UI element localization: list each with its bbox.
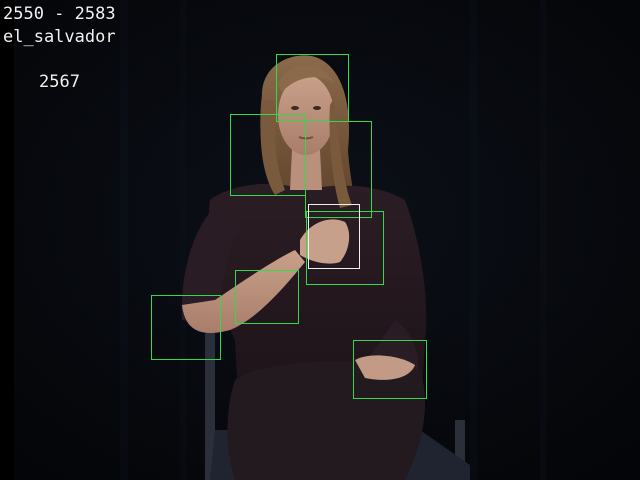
left-border [0,0,14,480]
hair-left-strand [260,100,285,195]
hair-right-strand [329,100,352,208]
current-frame-number: 2567 [39,72,80,92]
right-eye [313,106,321,110]
resting-hand [355,355,415,380]
mouth [298,136,314,140]
hair-fringe [278,65,335,92]
signing-hand [300,219,350,264]
neck [290,150,322,190]
curtain [120,0,546,480]
sign-gloss-label: el_salvador [3,27,116,47]
left-eye [291,106,299,110]
legs [227,361,425,480]
left-upper-arm [181,210,240,325]
face [278,75,334,155]
frame-range-label: 2550 - 2583 [3,4,116,24]
